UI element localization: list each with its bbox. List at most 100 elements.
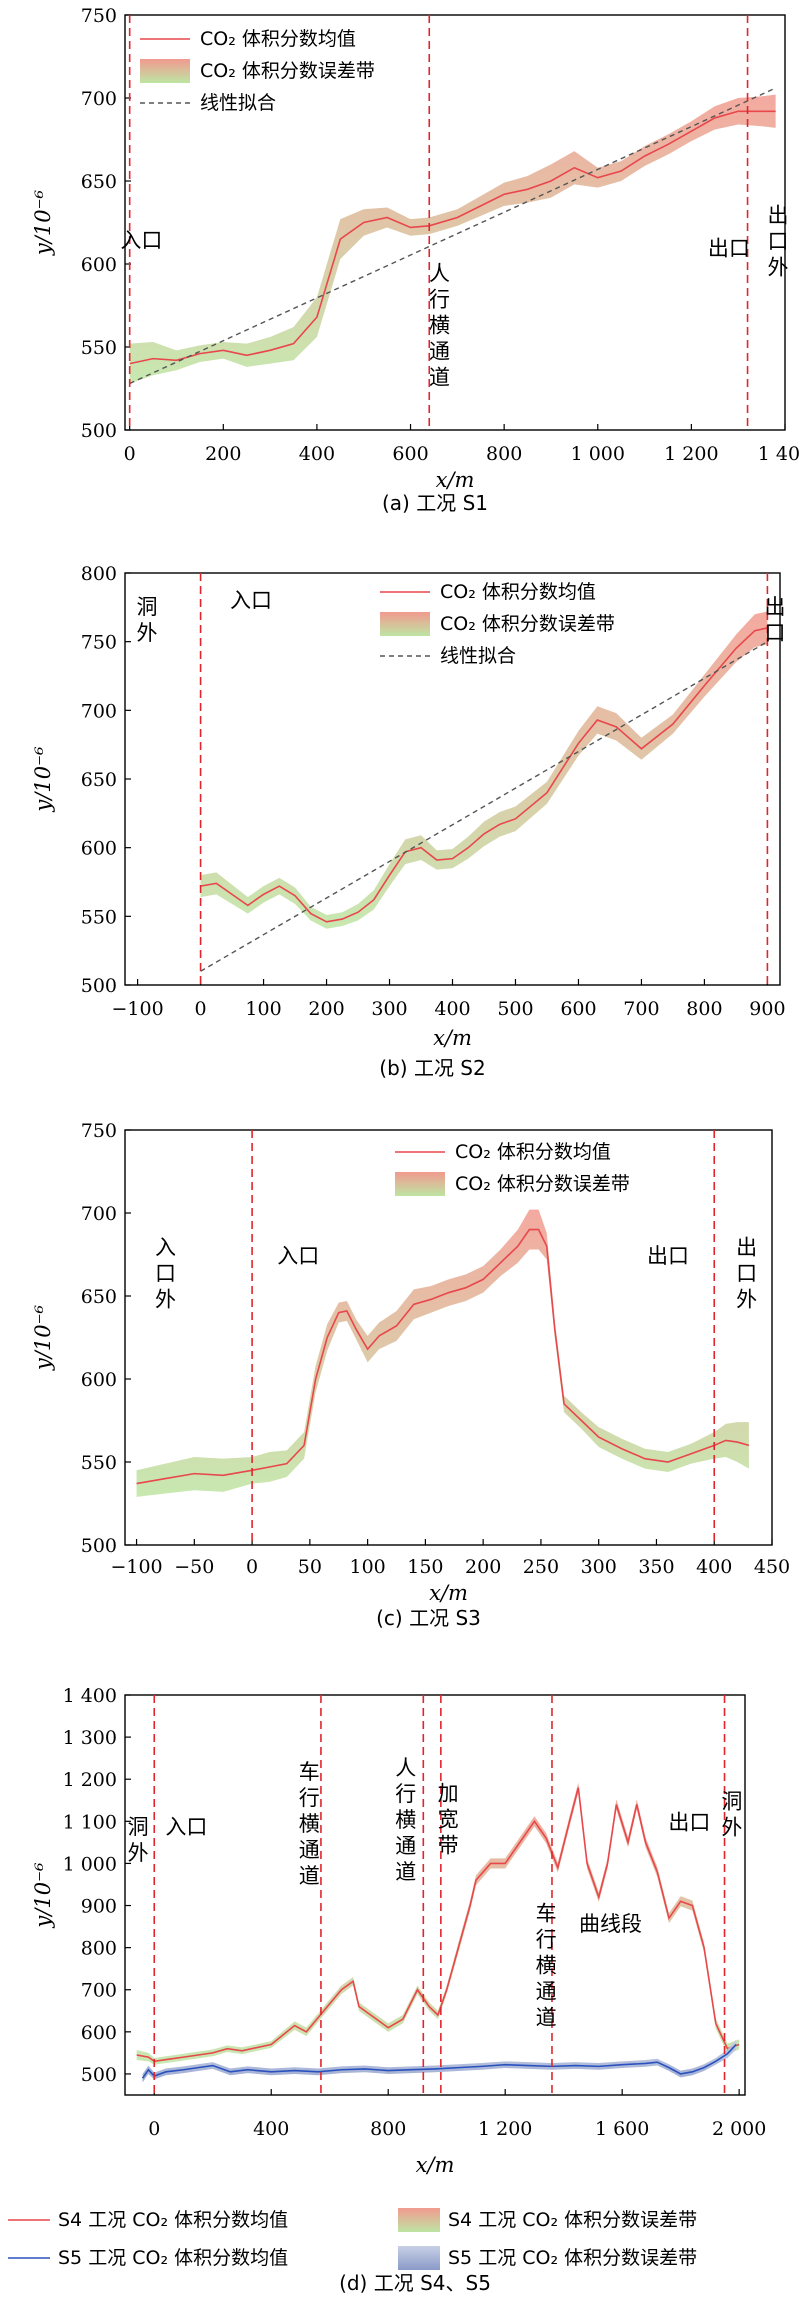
x-tick-label: 350 <box>638 1556 674 1578</box>
y-tick-label: 500 <box>81 2064 117 2086</box>
annotation-label: 出口 <box>668 1811 710 1835</box>
plot-frame <box>124 1129 773 1546</box>
mean-line-1 <box>200 627 768 923</box>
x-tick-label: 400 <box>434 998 470 1020</box>
y-tick-label: 550 <box>81 1452 117 1474</box>
y-axis-label: y/10⁻⁶ <box>31 1862 55 1929</box>
x-tick-label: 200 <box>205 443 241 465</box>
chart-panel-1: 0 200 400 600 800 1 000 1 200 1 400 500 550 600 650… <box>31 5 800 515</box>
x-tick-label: 300 <box>581 1556 617 1578</box>
y-tick-label: 800 <box>81 1938 117 1960</box>
error-band-1 <box>200 611 768 929</box>
x-tick-label: 300 <box>371 998 407 1020</box>
annotation-label: 人行横通道 <box>395 1756 416 1884</box>
y-tick-label: 600 <box>81 2022 117 2044</box>
x-tick-label: 0 <box>148 2118 160 2140</box>
error-band-1 <box>136 1209 749 1497</box>
x-tick-label: 150 <box>407 1556 443 1578</box>
y-tick-label: 1 000 <box>63 1853 117 1875</box>
legend: CO₂ 体积分数均值 CO₂ 体积分数误差带 <box>395 1141 630 1196</box>
y-tick-label: 650 <box>81 1286 117 1308</box>
x-tick-label: 700 <box>623 998 659 1020</box>
x-tick-label: −100 <box>112 998 164 1020</box>
y-tick-label: 600 <box>81 254 117 276</box>
chart-panel-3: −100 −50 0 50 100 150 200 250 300 350 400 450 500 550… <box>31 1120 790 1630</box>
chart-panel-2: −100 0 100 200 300 400 500 600 700 800 900 500 550 60… <box>31 563 786 1080</box>
x-tick-label: 800 <box>370 2118 406 2140</box>
legend-label: S5 工况 CO₂ 体积分数误差带 <box>448 2247 697 2269</box>
y-tick-label: 500 <box>81 420 117 442</box>
legend-swatch-band <box>395 1172 445 1196</box>
annotation-label: 入口外 <box>155 1236 176 1312</box>
legend-label: S5 工况 CO₂ 体积分数均值 <box>58 2247 288 2269</box>
error-band-2 <box>142 2039 737 2083</box>
x-tick-label: 0 <box>195 998 207 1020</box>
y-tick-label: 1 300 <box>63 1727 117 1749</box>
mean-line-1 <box>136 1228 750 1485</box>
x-axis-label: x/m <box>416 2153 455 2177</box>
x-tick-label: 400 <box>696 1556 732 1578</box>
x-tick-label: −50 <box>174 1556 214 1578</box>
y-tick-label: 1 400 <box>63 1685 117 1707</box>
panel-caption: (a) 工况 S1 <box>382 491 488 515</box>
x-tick-label: 100 <box>245 998 281 1020</box>
annotation-label: 车行横通道 <box>299 1760 320 1888</box>
y-tick-label: 700 <box>81 88 117 110</box>
legend-label: CO₂ 体积分数误差带 <box>455 1173 630 1195</box>
legend-swatch-s5-band <box>398 2246 440 2270</box>
x-axis-label: x/m <box>433 1026 472 1050</box>
y-tick-label: 500 <box>81 1535 117 1557</box>
y-tick-label: 500 <box>81 975 117 997</box>
panel-caption: (b) 工况 S2 <box>379 1056 485 1080</box>
panel-caption: (d) 工况 S4、S5 <box>339 2271 491 2295</box>
annotation-label: 车行横通道 <box>536 1901 557 2029</box>
x-tick-label: 1 200 <box>478 2118 532 2140</box>
legend-label: 线性拟合 <box>440 645 516 667</box>
y-axis-label: y/10⁻⁶ <box>31 746 55 813</box>
x-tick-label: 450 <box>754 1556 790 1578</box>
annotation-label: 洞外 <box>128 1815 149 1865</box>
y-axis-label: y/10⁻⁶ <box>31 1304 55 1371</box>
x-tick-label: 1 400 <box>758 443 800 465</box>
annotation-label: 出口 <box>708 237 750 261</box>
y-tick-label: 750 <box>81 632 117 654</box>
x-tick-label: 400 <box>299 443 335 465</box>
x-tick-label: 50 <box>298 1556 322 1578</box>
mean-line-2 <box>141 2043 737 2079</box>
legend: S4 工况 CO₂ 体积分数均值 S4 工况 CO₂ 体积分数误差带 S5 工况 C… <box>8 2208 697 2270</box>
x-tick-label: 200 <box>465 1556 501 1578</box>
linear-fit-line <box>129 87 776 385</box>
x-tick-label: 2 000 <box>712 2118 766 2140</box>
y-tick-label: 900 <box>81 1896 117 1918</box>
x-tick-label: 0 <box>124 443 136 465</box>
annotation-label: 入口 <box>120 228 162 252</box>
x-tick-label: 250 <box>523 1556 559 1578</box>
y-tick-label: 700 <box>81 700 117 722</box>
legend-swatch-band <box>140 59 190 83</box>
y-tick-label: 650 <box>81 171 117 193</box>
chart-panel-4: 0 400 800 1 200 1 600 2 000 500 600 700 800 900 1 0… <box>8 1685 766 2295</box>
x-tick-label: 800 <box>686 998 722 1020</box>
linear-fit-line <box>200 641 768 972</box>
annotation-label: 出口 <box>647 1244 689 1268</box>
legend-label: CO₂ 体积分数误差带 <box>440 613 615 635</box>
y-tick-label: 600 <box>81 838 117 860</box>
x-tick-label: 600 <box>560 998 596 1020</box>
annotation-label: 入口 <box>277 1244 319 1268</box>
legend-label: CO₂ 体积分数误差带 <box>200 60 375 82</box>
y-tick-label: 700 <box>81 1980 117 2002</box>
plot-frame <box>124 14 786 431</box>
x-tick-label: −100 <box>110 1556 162 1578</box>
annotation-label: 入口 <box>230 588 272 612</box>
error-band-1 <box>129 94 776 384</box>
legend-swatch-s4-band <box>398 2208 440 2232</box>
x-tick-label: 600 <box>392 443 428 465</box>
y-tick-label: 800 <box>81 563 117 585</box>
annotation-label: 入口 <box>165 1815 207 1839</box>
legend-label: CO₂ 体积分数均值 <box>200 28 356 50</box>
y-tick-label: 650 <box>81 769 117 791</box>
x-tick-label: 800 <box>486 443 522 465</box>
annotation-label: 加宽带 <box>438 1781 459 1857</box>
x-tick-label: 500 <box>497 998 533 1020</box>
